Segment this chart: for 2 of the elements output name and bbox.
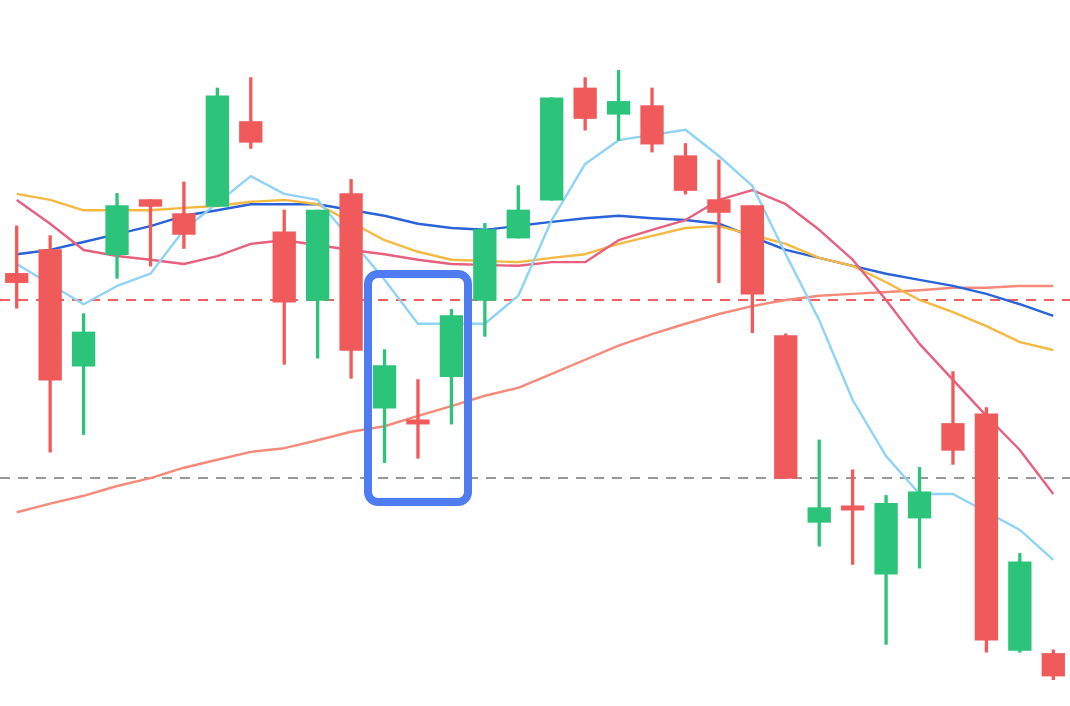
candlestick (540, 97, 564, 201)
candlestick (138, 199, 163, 267)
